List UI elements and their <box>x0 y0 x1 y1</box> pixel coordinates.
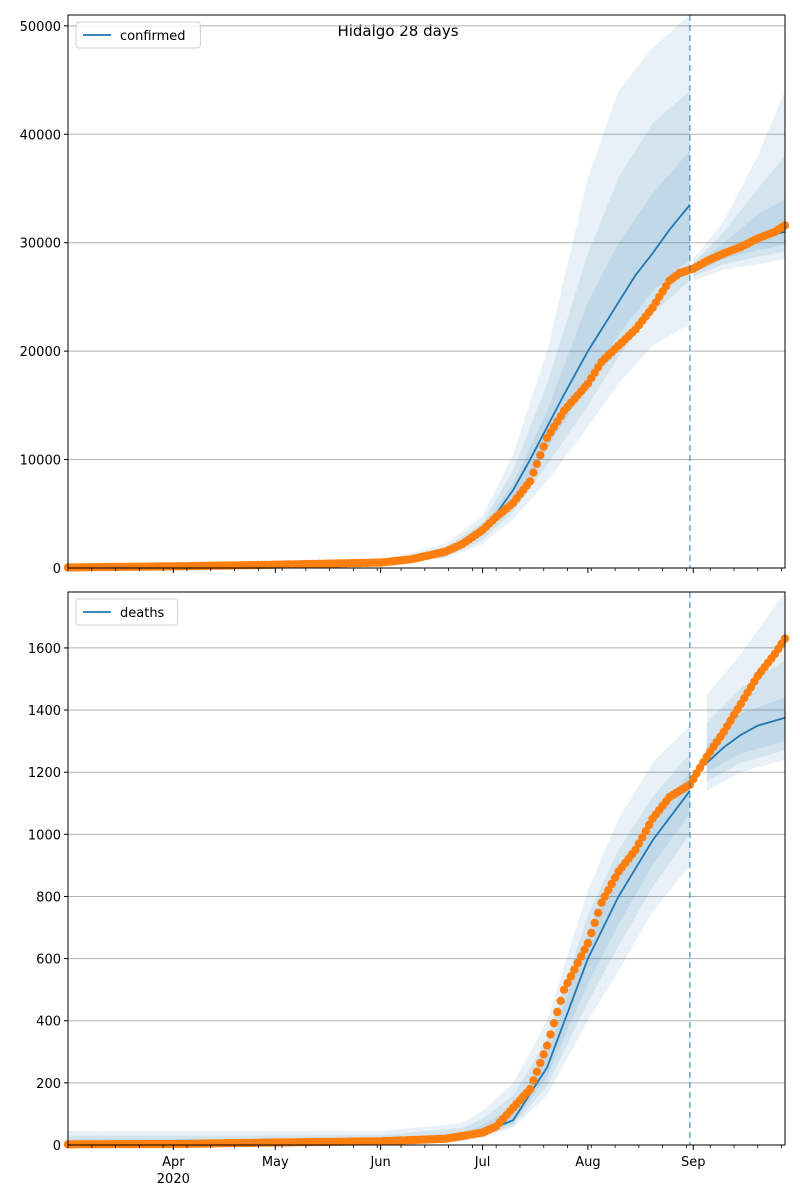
observed-point <box>559 985 569 994</box>
observed-point <box>566 972 576 981</box>
legend-box <box>75 21 201 49</box>
observed-point <box>536 451 545 460</box>
observed-point <box>532 459 542 469</box>
observed-point <box>580 945 589 954</box>
y-tick-label: 40000 <box>20 128 61 143</box>
observed-point <box>570 965 579 974</box>
y-tick-label: 1200 <box>28 766 61 781</box>
y-tick-label: 20000 <box>20 345 61 360</box>
x-tick-label: Sep <box>681 1155 706 1170</box>
observed-point <box>607 879 616 889</box>
observed-point <box>536 1058 545 1068</box>
observed-point <box>638 833 647 842</box>
y-tick-label: 1600 <box>28 642 61 657</box>
plot-frame <box>67 14 786 569</box>
observed-point <box>597 898 606 907</box>
observed-point <box>546 1030 555 1039</box>
observed-point <box>539 442 548 451</box>
band-middle <box>706 660 785 782</box>
observed-point <box>641 827 650 836</box>
legend-box <box>75 598 179 626</box>
y-tick-label: 600 <box>36 953 61 968</box>
observed-point <box>576 952 586 961</box>
y-tick-label: 1000 <box>28 828 61 843</box>
observed-point <box>644 820 654 830</box>
y-tick-label: 50000 <box>20 20 61 35</box>
observed-point <box>587 928 596 938</box>
legend-label: deaths <box>120 606 165 621</box>
observed-point <box>529 468 538 477</box>
x-tick-sublabel: 2020 <box>157 1172 190 1187</box>
y-tick-label: 30000 <box>20 237 61 252</box>
x-tick-label: Aug <box>575 1155 600 1170</box>
x-tick-label: May <box>262 1155 289 1170</box>
observed-point <box>563 978 572 988</box>
model-line <box>706 716 786 764</box>
observed-point <box>634 839 644 848</box>
observed-point <box>539 1050 548 1059</box>
observed-point <box>590 918 599 928</box>
confirmed-chart: 0 10000 20000 30000 40000 50000 confirmed <box>20 14 790 577</box>
y-tick-label: 0 <box>53 562 61 577</box>
observed-point <box>604 886 613 895</box>
band-middle <box>693 156 785 277</box>
plot-frame <box>67 591 786 1146</box>
observed-point <box>532 1067 542 1076</box>
observed-point <box>573 958 582 968</box>
x-tick-label: Apr <box>162 1155 185 1170</box>
observed-point <box>583 938 593 948</box>
y-tick-label: 200 <box>36 1077 61 1092</box>
observed-point <box>525 1084 535 1094</box>
x-tick-label: Jun <box>369 1155 390 1170</box>
observed-point <box>553 1007 562 1017</box>
y-tick-label: 400 <box>36 1015 61 1030</box>
y-tick-label: 800 <box>36 890 61 905</box>
observed-point <box>631 845 640 855</box>
deaths-chart: 0 200 400 600 800 1000 1200 1400 1600 Apr 2020 May J… <box>28 591 790 1187</box>
observed-point <box>529 1076 538 1085</box>
observed-point <box>549 1019 559 1028</box>
band-inner <box>706 697 785 773</box>
observed-point <box>556 996 565 1005</box>
y-tick-label: 0 <box>53 1139 61 1154</box>
figure-title: Hidalgo 28 days <box>337 22 458 40</box>
observed-point <box>525 477 535 486</box>
observed-point <box>600 892 610 901</box>
legend: deaths <box>75 598 179 626</box>
y-tick-label: 1400 <box>28 704 61 719</box>
observed-point <box>610 873 620 882</box>
observed-point <box>542 1041 552 1050</box>
legend-label: confirmed <box>120 29 186 44</box>
band-outer <box>68 15 690 568</box>
y-tick-label: 10000 <box>20 454 61 469</box>
observed-point <box>593 908 603 917</box>
x-tick-label: Jul <box>474 1155 491 1170</box>
legend: confirmed <box>75 21 201 49</box>
band-middle <box>68 90 690 569</box>
